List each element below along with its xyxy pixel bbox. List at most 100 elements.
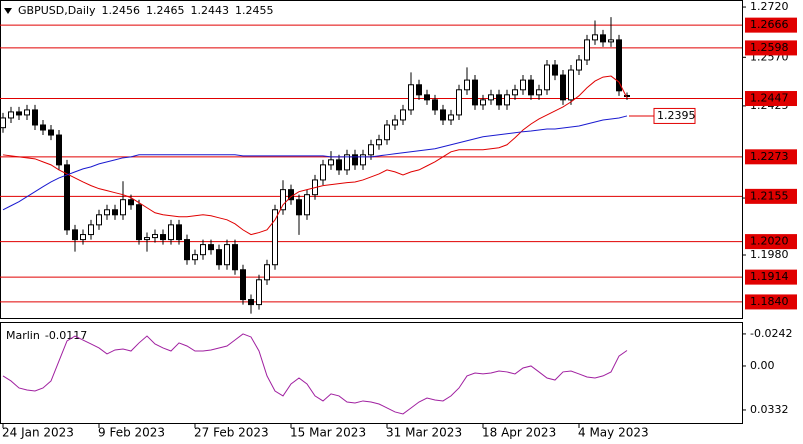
level-label-box — [745, 188, 797, 204]
candle-body — [336, 159, 342, 171]
candle-body — [176, 224, 182, 241]
candle-body — [624, 95, 630, 98]
candle-body — [280, 189, 286, 211]
x-tick-label: 9 Feb 2023 — [98, 426, 165, 440]
candle-body — [376, 139, 382, 146]
candle-body — [248, 299, 254, 306]
candle-body — [576, 59, 582, 71]
candle-body — [208, 244, 214, 251]
candle-body — [360, 154, 366, 166]
y-tick-label: 1.2720 — [750, 0, 789, 13]
low-value: 1.2443 — [191, 4, 230, 17]
symbol-icon — [4, 8, 12, 14]
candle-body — [24, 109, 30, 116]
chart-header: GBPUSD,Daily 1.2456 1.2465 1.2443 1.2455 — [18, 4, 274, 17]
candle-body — [88, 224, 94, 236]
open-value: 1.2456 — [102, 4, 141, 17]
level-label: 1.2598 — [750, 41, 789, 54]
candle-body — [272, 209, 278, 266]
candle-body — [64, 164, 70, 231]
y-tick-label: 0.0332 — [750, 403, 789, 416]
candle-body — [32, 109, 38, 126]
candle-body — [328, 159, 334, 166]
indicator-label: Marlin -0.0117 — [6, 329, 87, 342]
price-panel-frame — [0, 0, 743, 319]
x-tick-label: 31 Mar 2023 — [386, 426, 462, 440]
candle-body — [416, 84, 422, 96]
candle-body — [96, 214, 102, 226]
candle-body — [344, 154, 350, 171]
candle-body — [448, 114, 454, 121]
level-label-box — [745, 269, 797, 285]
candle-body — [304, 194, 310, 216]
candle-body — [568, 69, 574, 101]
chart-title: GBPUSD,Daily — [18, 4, 96, 17]
candle-body — [120, 199, 126, 216]
candle-body — [152, 234, 158, 239]
candle-body — [544, 64, 550, 91]
level-label-box — [745, 40, 797, 56]
level-label-box — [745, 234, 797, 250]
candle-body — [160, 234, 166, 241]
level-label: 1.1914 — [750, 270, 789, 283]
x-tick-label: 27 Feb 2023 — [194, 426, 269, 440]
candle-body — [256, 279, 262, 306]
candle-body — [216, 249, 222, 266]
level-label: 1.2020 — [750, 235, 789, 248]
callout-label: 1.2395 — [657, 109, 696, 122]
candle-body — [600, 34, 606, 43]
series-line — [2, 115, 628, 211]
level-label-box — [745, 294, 797, 310]
candle-body — [584, 39, 590, 61]
x-tick-label: 15 Mar 2023 — [290, 426, 366, 440]
candle-body — [384, 124, 390, 141]
candle-body — [128, 199, 134, 206]
candle-body — [240, 269, 246, 301]
candle-body — [456, 89, 462, 116]
candle-body — [56, 134, 62, 166]
y-tick-label: 0.00 — [750, 359, 775, 372]
candle-body — [104, 209, 110, 216]
level-label-box — [745, 149, 797, 165]
x-tick-label: 4 May 2023 — [578, 426, 649, 440]
candle-body — [72, 229, 78, 241]
indicator-value: -0.0117 — [45, 329, 87, 342]
candle-body — [480, 99, 486, 106]
close-value: 1.2455 — [235, 4, 274, 17]
indicator-name: Marlin — [6, 329, 40, 342]
series-line — [2, 333, 628, 415]
candle-body — [264, 264, 270, 281]
candle-body — [0, 117, 6, 129]
candle-body — [112, 209, 118, 216]
level-label: 1.2273 — [750, 150, 789, 163]
candle-body — [296, 199, 302, 216]
candle-body — [16, 111, 22, 116]
candle-body — [392, 119, 398, 126]
candle-body — [200, 244, 206, 256]
candle-body — [592, 34, 598, 41]
level-label-box — [745, 17, 797, 33]
candle-body — [408, 84, 414, 111]
candle-body — [472, 79, 478, 106]
level-label-box — [745, 91, 797, 107]
level-label: 1.2155 — [750, 189, 789, 202]
candle-body — [224, 244, 230, 266]
level-label: 1.2666 — [750, 18, 789, 31]
indicator-panel-frame — [0, 322, 743, 424]
candle-body — [368, 144, 374, 156]
series-line — [2, 75, 628, 236]
candle-body — [528, 79, 534, 96]
candle-body — [512, 89, 518, 96]
x-tick-label: 24 Jan 2023 — [2, 426, 74, 440]
candle-body — [560, 74, 566, 101]
candle-body — [136, 204, 142, 241]
candle-body — [504, 94, 510, 106]
candle-body — [616, 39, 622, 92]
candle-body — [48, 129, 54, 136]
candle-body — [232, 244, 238, 271]
candle-body — [608, 39, 614, 43]
candle-body — [168, 224, 174, 241]
